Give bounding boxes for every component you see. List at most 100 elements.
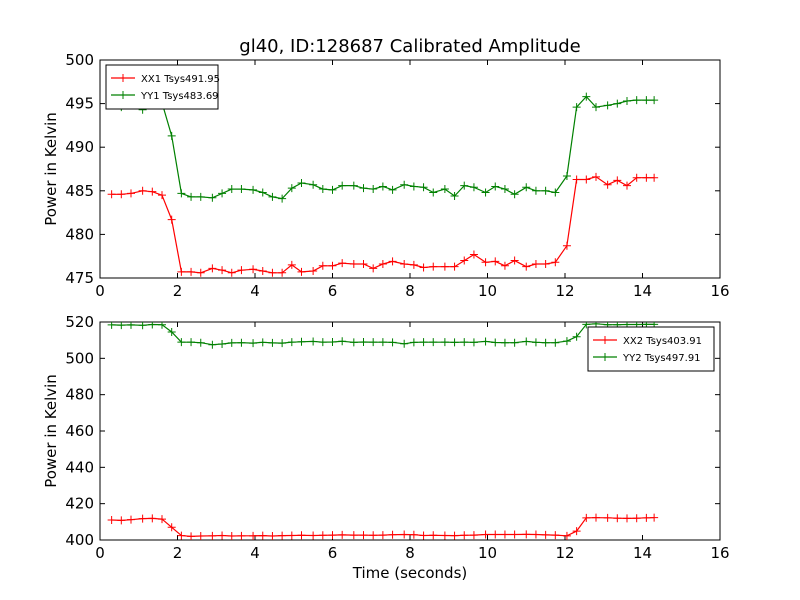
data-point	[388, 257, 397, 266]
data-point	[562, 171, 571, 180]
y-tick-label: 475	[65, 269, 94, 287]
data-point	[359, 260, 368, 269]
data-point	[258, 188, 267, 197]
data-point	[400, 339, 409, 348]
data-point	[309, 531, 318, 540]
series-0	[107, 172, 659, 277]
data-point	[388, 338, 397, 347]
y-tick-label: 440	[65, 458, 94, 476]
data-point	[268, 532, 277, 540]
data-point	[388, 185, 397, 194]
data-point	[551, 258, 560, 267]
data-point	[359, 184, 368, 193]
data-point	[510, 338, 519, 347]
data-point	[297, 337, 306, 346]
data-point	[349, 338, 358, 347]
data-point	[642, 513, 651, 522]
data-point	[491, 257, 500, 266]
data-point	[541, 338, 550, 347]
data-point	[531, 338, 540, 347]
data-point	[218, 189, 227, 198]
data-point	[613, 176, 622, 185]
data-point	[167, 523, 176, 532]
data-point	[369, 531, 378, 540]
data-point	[592, 103, 600, 112]
data-point	[218, 339, 227, 348]
data-point	[167, 215, 176, 224]
data-point	[278, 339, 287, 348]
data-point	[440, 338, 449, 347]
data-point	[318, 261, 327, 270]
legend-label: XX1 Tsys491.95	[141, 74, 220, 85]
data-point	[378, 531, 387, 540]
data-point	[196, 338, 205, 347]
data-point	[582, 92, 591, 101]
data-point	[258, 531, 267, 540]
data-point	[592, 172, 600, 181]
data-point	[510, 530, 519, 539]
data-point	[328, 531, 337, 540]
data-point	[148, 322, 157, 329]
data-point	[237, 338, 246, 347]
data-point	[158, 191, 166, 200]
data-point	[551, 188, 560, 197]
data-point	[187, 267, 196, 276]
data-point	[500, 185, 509, 194]
data-point	[429, 531, 438, 540]
data-point	[196, 268, 205, 277]
data-point	[287, 260, 296, 269]
data-point	[469, 183, 478, 192]
data-point	[388, 530, 397, 539]
x-tick-label: 4	[250, 544, 260, 562]
y-axis-label: Power in Kelvin	[42, 112, 60, 226]
data-point	[138, 186, 147, 195]
x-tick-label: 8	[405, 282, 415, 300]
data-point	[249, 265, 258, 274]
y-tick-label: 400	[65, 531, 94, 549]
data-point	[491, 338, 500, 347]
data-point	[187, 192, 196, 201]
series-0	[107, 513, 659, 540]
legend-label: YY1 Tsys483.69	[140, 91, 219, 102]
data-point	[572, 332, 581, 341]
data-point	[623, 514, 631, 523]
data-point	[148, 187, 157, 196]
x-tick-label: 0	[95, 544, 105, 562]
y-tick-label: 485	[65, 182, 94, 200]
data-point	[378, 338, 387, 347]
data-point	[582, 513, 591, 522]
data-point	[541, 186, 550, 195]
data-point	[650, 96, 659, 105]
y-tick-label: 520	[65, 313, 94, 331]
legend-box	[105, 64, 219, 110]
data-point	[167, 131, 176, 140]
data-point	[440, 185, 449, 194]
top-panel: 0 2 4 6 8 10 12 14 16 475 480 485 490 495 500 Power in …	[42, 51, 730, 300]
data-point	[450, 192, 459, 201]
data-point	[572, 527, 581, 536]
data-point	[400, 180, 409, 189]
data-point	[541, 530, 550, 539]
data-point	[196, 532, 205, 540]
data-point	[127, 189, 135, 198]
data-point	[440, 262, 449, 271]
data-point	[237, 266, 246, 275]
data-point	[450, 531, 459, 540]
y-tick-label: 420	[65, 495, 94, 513]
x-axis-label: Time (seconds)	[352, 564, 468, 582]
y-axis-label: Power in Kelvin	[42, 374, 60, 488]
data-point	[309, 180, 318, 189]
x-tick-label: 8	[405, 544, 415, 562]
data-point	[107, 190, 116, 199]
x-tick-label: 0	[95, 282, 105, 300]
data-point	[450, 338, 459, 347]
data-point	[297, 531, 306, 540]
data-point	[338, 337, 347, 346]
data-point	[460, 531, 469, 540]
y-tick-label: 490	[65, 138, 94, 156]
data-point	[632, 514, 641, 523]
data-point	[107, 516, 116, 525]
data-point	[551, 338, 560, 347]
data-point	[522, 183, 531, 192]
data-point	[138, 322, 147, 330]
